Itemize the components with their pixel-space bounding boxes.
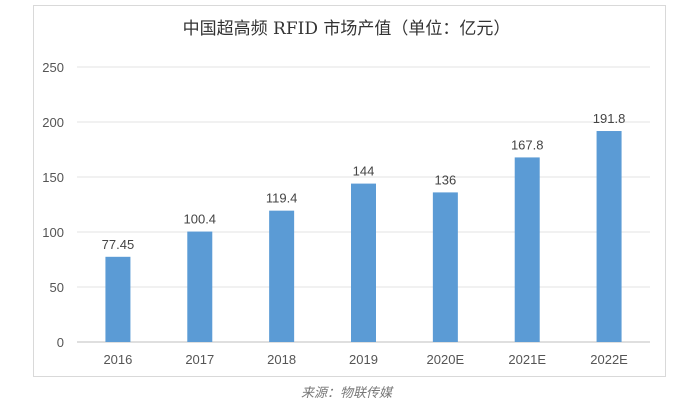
data-label: 77.45 — [102, 237, 135, 252]
y-tick-label: 100 — [42, 225, 64, 240]
chart-title: 中国超高频 RFID 市场产值（单位：亿元） — [182, 19, 511, 39]
data-label: 100.4 — [184, 212, 217, 227]
source-note: 来源：物联传媒 — [300, 386, 392, 401]
bar-2016 — [105, 256, 131, 342]
y-tick-label: 50 — [50, 280, 64, 295]
y-tick-label: 250 — [42, 60, 64, 75]
x-tick-label: 2017 — [185, 352, 214, 367]
x-tick-label: 2018 — [267, 352, 296, 367]
bar-2020E — [432, 192, 458, 342]
bar-2021E — [514, 157, 540, 342]
data-label: 136 — [435, 172, 457, 187]
chart-frame — [33, 5, 666, 377]
data-label: 191.8 — [593, 111, 626, 126]
bar-2018 — [269, 210, 295, 342]
bar-2019 — [351, 183, 376, 342]
x-tick-label: 2019 — [349, 352, 378, 367]
data-label: 119.4 — [266, 191, 298, 206]
y-tick-label: 200 — [42, 115, 64, 130]
x-tick-label: 2021E — [508, 352, 546, 367]
data-label: 144 — [353, 164, 375, 179]
bar-2017 — [187, 231, 213, 342]
data-label: 167.8 — [511, 137, 544, 152]
y-tick-label: 0 — [57, 335, 64, 350]
bar-2022E — [596, 131, 622, 342]
x-tick-label: 2020E — [427, 352, 465, 367]
x-tick-label: 2016 — [103, 352, 132, 367]
y-tick-label: 150 — [42, 170, 64, 185]
x-tick-label: 2022E — [590, 352, 628, 367]
